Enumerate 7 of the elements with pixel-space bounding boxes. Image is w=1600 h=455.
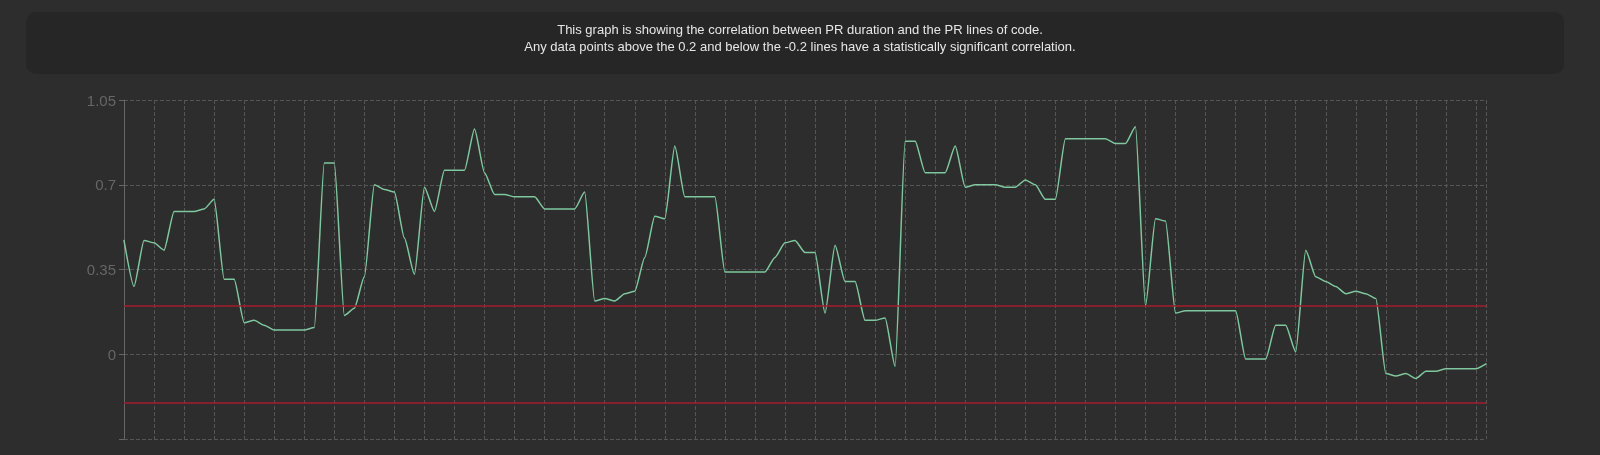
y-tick-label: 0.7	[95, 176, 116, 194]
y-tick-label: 0.35	[86, 261, 116, 278]
y-tick-label: 1.05	[86, 91, 116, 109]
line-series	[123, 125, 1487, 380]
chart-subtitle: Any data points above the 0.2 and below the -0.2 lines have a statistically significant correlation.	[524, 39, 1076, 54]
chart-title: This graph is showing the correlation between PR duration and the PR lines of code.	[557, 22, 1043, 37]
y-tick-label: 0	[107, 345, 116, 363]
